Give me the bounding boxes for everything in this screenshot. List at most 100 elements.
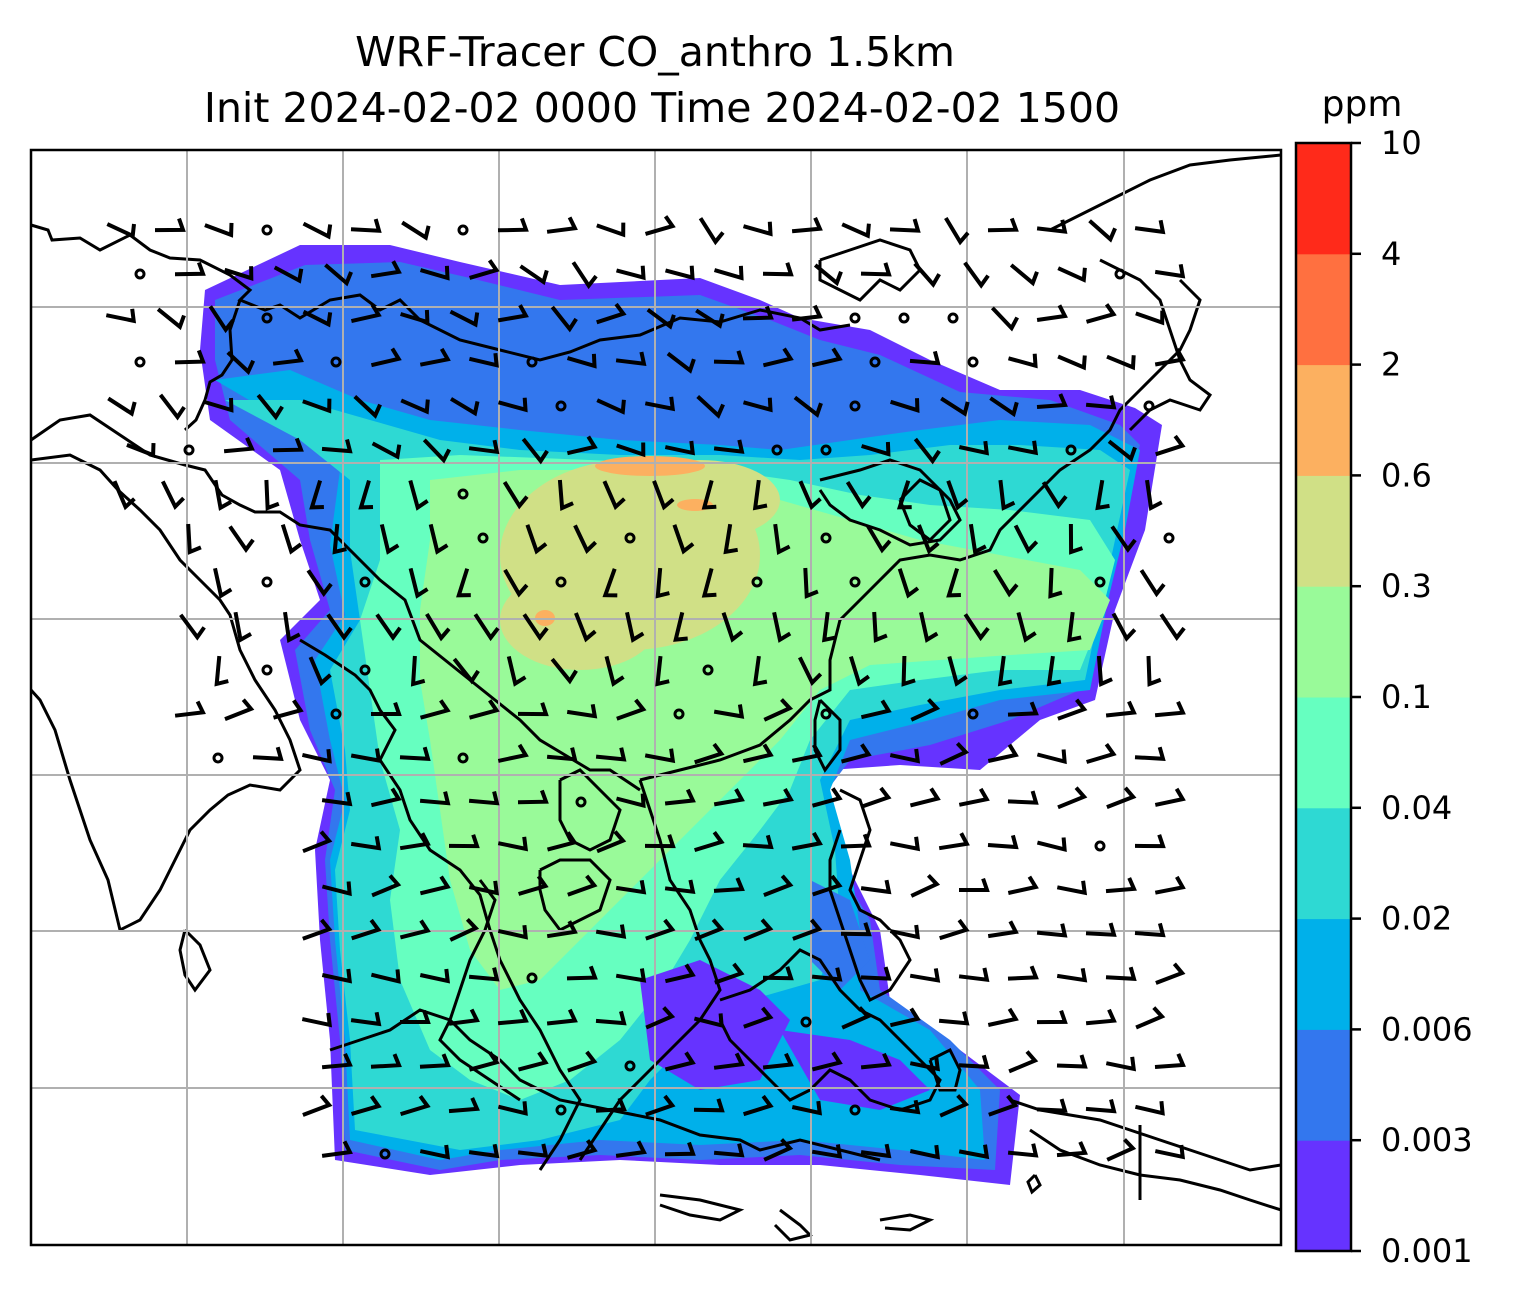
calm-wind-marker (330, 356, 342, 368)
wind-barb (910, 874, 941, 898)
colorbar-tick-label: 0.1 (1381, 678, 1432, 716)
wind-barb (370, 1053, 402, 1069)
wind-barb (742, 305, 774, 321)
wind-barb (1036, 304, 1068, 322)
wind-barb (615, 351, 647, 367)
colorbar-band (1296, 1029, 1351, 1141)
wind-barb (156, 307, 186, 331)
wind-barb (939, 918, 970, 941)
wind-barb (283, 611, 301, 643)
wind-barb (546, 1008, 578, 1026)
wind-barb (448, 834, 480, 849)
wind-barb (958, 1054, 990, 1069)
wind-barb (306, 569, 333, 598)
wind-barb (645, 1006, 676, 1030)
wind-barb (272, 437, 304, 453)
wind-barb (497, 924, 528, 940)
wind-barb (519, 264, 549, 286)
wind-barb (550, 657, 578, 685)
wind-barb (400, 309, 430, 325)
tracer-field (200, 245, 1162, 1185)
wind-barb (370, 787, 402, 808)
wind-barb (763, 1138, 794, 1162)
wind-barb (1036, 1009, 1068, 1025)
wind-barb (567, 874, 598, 897)
wind-barb (468, 1051, 500, 1072)
wind-barb (909, 1056, 941, 1072)
calm-wind-marker (751, 576, 763, 588)
wind-barb (350, 1011, 382, 1027)
wind-barb (1154, 1053, 1186, 1069)
wind-barb (938, 832, 970, 851)
wind-barb (497, 743, 529, 763)
wind-barb (1105, 1056, 1137, 1072)
calm-wind-marker (1114, 268, 1126, 280)
wind-barb (400, 1009, 431, 1024)
wind-barb (179, 613, 206, 641)
wind-barb (1068, 523, 1084, 555)
colorbar-band (1296, 253, 1351, 366)
wind-barb (1036, 393, 1068, 409)
coastline (299, 638, 582, 1171)
wind-barb (1007, 353, 1038, 369)
wind-barb (772, 611, 792, 643)
coastline (578, 779, 722, 1161)
wind-barbs (105, 215, 1186, 1162)
wind-barb (646, 308, 676, 330)
wind-barb (992, 569, 1019, 598)
wind-barb (811, 967, 843, 982)
calm-wind-marker (624, 1060, 636, 1072)
wind-barb (791, 217, 823, 234)
wind-barb (1105, 877, 1137, 894)
wind-barb (252, 746, 284, 761)
wind-barb (1056, 967, 1088, 983)
chart-subtitle: Init 2024-02-02 0000 Time 2024-02-02 150… (204, 84, 1120, 132)
wind-barb (1146, 655, 1162, 687)
wind-barb (517, 1143, 549, 1158)
wind-barb (419, 1053, 451, 1069)
wind-barb (944, 216, 970, 246)
wind-barb (309, 480, 324, 510)
colorbar-tick-label: 0.3 (1381, 567, 1432, 605)
wind-barb (186, 523, 202, 555)
wind-barb (399, 832, 431, 851)
wind-barb (889, 1007, 921, 1028)
wind-barb (226, 350, 256, 375)
wind-barb (604, 655, 625, 687)
wind-barb (664, 1141, 696, 1157)
wind-barb (959, 877, 990, 892)
wind-barb (506, 655, 527, 687)
wind-barb (909, 968, 941, 983)
wind-barb (861, 786, 892, 809)
wind-barb (546, 831, 578, 852)
wind-barb (448, 1097, 480, 1114)
wind-barb (1135, 1006, 1166, 1030)
wind-barb (798, 480, 822, 511)
coastline (558, 768, 622, 852)
wind-barb (468, 1143, 500, 1159)
wind-barb (615, 265, 646, 281)
wind-barb (644, 748, 676, 764)
wind-barb (1057, 698, 1088, 721)
wind-barb (913, 437, 941, 465)
wind-barb (616, 698, 647, 721)
wind-barb (791, 304, 823, 322)
wind-barb (1154, 875, 1186, 895)
wind-barb (713, 1052, 745, 1070)
wind-barb (1111, 612, 1137, 642)
wind-barb (798, 656, 823, 687)
wind-barb (112, 480, 136, 511)
wind-barb (743, 918, 774, 942)
wind-barb (1134, 922, 1166, 938)
wind-barb (351, 918, 382, 941)
wind-barb (302, 918, 333, 941)
wind-barb (693, 1013, 724, 1029)
wind-barb (158, 393, 186, 421)
wind-barb (573, 524, 597, 554)
wind-barb (1016, 611, 1037, 643)
wind-barb (968, 523, 987, 555)
calm-wind-marker (898, 312, 910, 324)
wind-barb (174, 261, 206, 277)
calm-wind-marker (359, 576, 371, 588)
wind-barb (302, 221, 333, 240)
